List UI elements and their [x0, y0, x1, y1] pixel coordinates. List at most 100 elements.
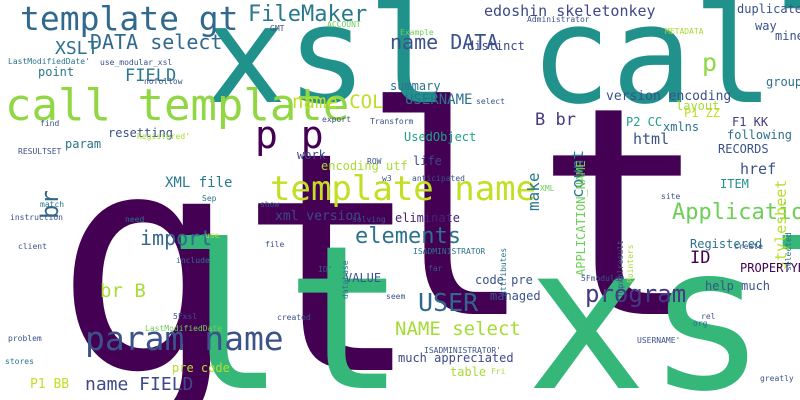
word-cloud-word: Registered'	[137, 132, 190, 141]
word-cloud-word: name DATA	[390, 30, 499, 54]
word-cloud-word: anticipated	[412, 174, 465, 183]
word-cloud-word: mine	[775, 29, 800, 43]
word-cloud-word: NAME select	[395, 318, 521, 340]
word-cloud-word: point	[38, 65, 75, 79]
word-cloud-word: br B	[100, 280, 146, 302]
word-cloud-word: Sep	[202, 194, 217, 203]
word-cloud-word: template name	[270, 169, 537, 209]
word-cloud-word: show	[260, 200, 280, 209]
word-cloud-word: version encoding	[606, 89, 732, 104]
word-cloud-word: P1 BB	[30, 377, 70, 392]
word-cloud-word: create	[734, 242, 763, 251]
word-cloud-word: GMT	[270, 24, 285, 33]
word-cloud-word: param name	[85, 319, 284, 358]
word-cloud-word: Example	[400, 28, 434, 37]
word-cloud-word: created	[277, 313, 311, 322]
word-cloud-word: include	[176, 256, 210, 265]
word-cloud-word: greatly	[760, 374, 794, 383]
word-cloud-word: UsedObject	[404, 130, 477, 144]
word-cloud-word: VALUE	[345, 271, 382, 285]
word-cloud-word: table	[450, 365, 487, 379]
word-cloud-word: param	[65, 137, 102, 151]
word-cloud-word: html	[633, 130, 670, 148]
word-cloud-word: Application	[672, 200, 800, 225]
word-cloud-word: export	[322, 115, 351, 124]
word-cloud-word: P2 CC	[626, 115, 663, 129]
word-cloud-word: fmpxmlresult	[616, 240, 625, 298]
word-cloud-word: import	[140, 226, 213, 250]
word-cloud-word: USERNAME	[405, 92, 473, 108]
word-cloud-word: APPLICATION_NAME	[574, 160, 588, 276]
word-cloud-word: XML file	[165, 175, 233, 191]
word-cloud-word: eliminate	[395, 211, 461, 225]
word-cloud-word: call template	[5, 80, 350, 131]
word-cloud-word: stores	[5, 357, 34, 366]
word-cloud-word: elements	[355, 224, 461, 249]
word-cloud-word: summary	[390, 79, 441, 93]
word-cloud-word: FIELD	[125, 66, 177, 86]
word-cloud-word: USERNAME'	[637, 336, 681, 345]
word-cloud-word: Fri	[491, 367, 506, 376]
word-cloud-word: ID'	[318, 265, 333, 274]
word-cloud-word: org	[693, 319, 708, 328]
word-cloud-word: use_modular_xsl	[100, 58, 173, 67]
word-cloud-word: DATA select	[90, 30, 223, 54]
word-cloud-word: match	[40, 200, 65, 209]
word-cloud-word: code pre	[475, 273, 533, 287]
word-cloud-word: distinct	[467, 39, 525, 53]
word-cloud-word: lt xsl	[165, 203, 800, 400]
word-cloud-word: life	[413, 154, 442, 168]
word-cloud-word: resetting	[108, 126, 174, 140]
word-cloud-word: group	[766, 75, 800, 89]
word-cloud-word: ITEM	[720, 177, 749, 191]
word-cloud-word: ACCOUNT	[327, 20, 361, 29]
word-cloud-word: LastModifiedDate'	[8, 57, 90, 66]
word-cloud-word: find	[40, 119, 60, 128]
word-cloud-word: gt	[55, 87, 423, 400]
word-cloud-word: lt	[360, 46, 710, 383]
word-cloud-word: w3	[382, 174, 392, 183]
word-cloud-word: href	[740, 160, 777, 178]
word-cloud-word: managed	[490, 289, 541, 303]
word-cloud-word: edoshin skeletonkey	[484, 2, 656, 20]
word-cloud-word: Pointers	[626, 244, 635, 283]
word-cloud-word: xmlns	[663, 120, 700, 134]
word-cloud-word: duplicate	[737, 2, 800, 16]
word-cloud-word: Registered	[690, 237, 763, 251]
word-cloud-word: client	[18, 242, 47, 251]
word-cloud-word: p	[702, 48, 718, 77]
word-cloud-word: F1 KK	[732, 115, 769, 129]
word-cloud-word: 5Fmodular	[581, 274, 625, 283]
word-cloud-word: help much	[705, 279, 771, 293]
word-cloud-word: encoding utf	[321, 159, 408, 173]
word-cloud-word: p p	[255, 113, 324, 157]
word-cloud-word: need	[125, 215, 145, 224]
word-cloud-word: 5Fxsl	[173, 312, 198, 321]
word-cloud-word: nofollow	[144, 77, 183, 86]
word-cloud-word: rel	[701, 312, 716, 321]
word-cloud-word: problem	[8, 334, 42, 343]
word-cloud-word: XSLT	[55, 38, 99, 59]
word-cloud-word: ID	[690, 248, 711, 268]
word-cloud-word: FileMaker	[248, 2, 368, 27]
word-cloud-word: far	[428, 264, 443, 273]
word-cloud-word: LastModifiedDate	[145, 324, 223, 333]
word-cloud-word: following	[727, 128, 793, 142]
word-cloud-word: name FIELD	[85, 374, 194, 395]
word-cloud-word: ISADMINISTRATOR'	[424, 346, 502, 355]
word-cloud-word: xsl call	[205, 0, 800, 134]
word-cloud-word: layout	[676, 99, 720, 113]
word-cloud-word: METADATA	[665, 27, 704, 36]
word-cloud-word: work	[297, 148, 326, 162]
word-cloud-word: much appreciated	[398, 351, 514, 365]
word-cloud-word: solving	[352, 215, 386, 224]
word-cloud-word: PROPERTYBAG	[740, 261, 800, 275]
word-cloud-word: selected	[784, 232, 793, 271]
word-cloud-word: database	[341, 260, 350, 299]
word-cloud-word: name COL	[292, 91, 384, 113]
word-cloud-word: seem	[386, 292, 406, 301]
word-cloud-word: xml version	[275, 209, 362, 224]
word-cloud-word: use	[205, 231, 220, 240]
word-cloud-word: ROW	[367, 157, 382, 166]
